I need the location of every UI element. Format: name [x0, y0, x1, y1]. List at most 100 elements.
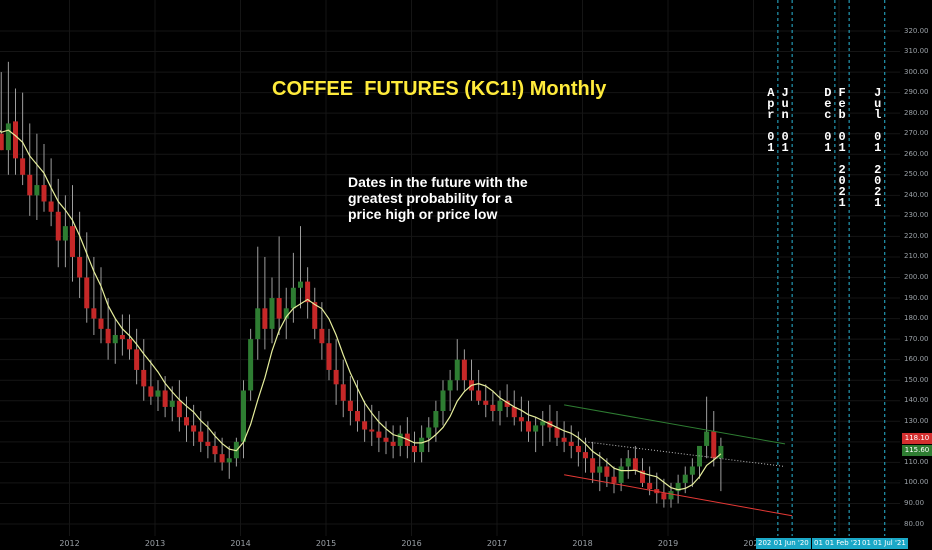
- x-tick-label: 2013: [144, 539, 166, 548]
- candle-body: [675, 482, 681, 492]
- candle-body: [575, 445, 581, 453]
- candle-body: [0, 133, 4, 151]
- trendline-upper-channel: [564, 404, 786, 445]
- trendline-lower-channel: [564, 474, 793, 517]
- y-tick-label: 200.00: [904, 273, 929, 281]
- candle-body: [611, 476, 617, 483]
- candle-body: [518, 417, 524, 422]
- candle-body: [70, 226, 75, 257]
- y-tick-label: 100.00: [904, 478, 929, 487]
- y-tick-label: 250.00: [904, 170, 929, 179]
- candle-body: [169, 400, 175, 407]
- candle-body: [269, 298, 275, 329]
- candle-body: [540, 421, 546, 426]
- x-date-box-jun20: 202 01 Jun '20: [756, 538, 811, 549]
- candle-body: [682, 474, 688, 483]
- candle-body: [440, 390, 446, 412]
- y-tick-label: 80.00: [904, 519, 925, 528]
- y-tick-label: 220.00: [904, 231, 929, 240]
- candle-body: [219, 454, 225, 463]
- candle-body: [77, 256, 83, 278]
- candle-body: [718, 445, 724, 459]
- candle-body: [241, 390, 246, 442]
- x-tick-label: 2019: [657, 539, 679, 548]
- candle-body: [526, 421, 531, 432]
- note-line-2: greatest probability for a: [348, 190, 513, 206]
- y-tick-label: 230.00: [904, 211, 929, 220]
- y-tick-label: 270.00: [904, 129, 929, 138]
- candle-body: [554, 427, 560, 438]
- candle-body: [369, 429, 375, 432]
- candle-body: [205, 441, 211, 446]
- candle-body: [632, 458, 638, 471]
- y-tick-label: 190.00: [904, 293, 929, 302]
- candle-body: [262, 308, 268, 329]
- candle-body: [340, 384, 346, 401]
- candle-body: [191, 425, 197, 432]
- candle-body: [661, 493, 667, 500]
- candle-body: [162, 390, 168, 407]
- candle-body: [625, 458, 631, 467]
- candle-body: [376, 431, 382, 438]
- candle-body: [461, 359, 467, 381]
- candle-body: [704, 431, 710, 446]
- candle-body: [34, 185, 40, 196]
- candle-body: [390, 441, 396, 446]
- candle-body: [226, 458, 232, 463]
- candle-body: [397, 433, 403, 446]
- x-tick-label: 2014: [230, 539, 251, 548]
- candle-body: [604, 466, 610, 477]
- candle-body: [305, 281, 311, 303]
- chart-title: COFFEE FUTURES (KC1!) Monthly: [272, 78, 607, 100]
- note-line-3: price high or price low: [348, 206, 498, 222]
- note-line-1: Dates in the future with the: [348, 174, 528, 190]
- candle-body: [91, 308, 97, 319]
- candle-body: [255, 308, 261, 340]
- y-tick-label: 240.00: [904, 190, 929, 199]
- candle-body: [155, 390, 161, 397]
- candle-body: [312, 302, 318, 329]
- candle-body: [568, 441, 574, 446]
- candle-body: [319, 328, 325, 344]
- x-date-box-feb21: 01 01 Feb '21: [812, 538, 864, 549]
- candle-body: [248, 339, 254, 391]
- y-tick-label: 210.00: [904, 252, 929, 261]
- candle-body: [412, 445, 417, 453]
- candle-body: [20, 158, 26, 175]
- candle-body: [533, 425, 539, 432]
- candle-body: [426, 427, 432, 438]
- candle-body: [141, 369, 147, 387]
- candle-body: [333, 369, 339, 385]
- candle-body: [212, 445, 218, 455]
- candle-body: [148, 386, 154, 397]
- candle-body: [98, 318, 104, 329]
- y-tick-label: 130.00: [904, 416, 929, 425]
- candle-body: [184, 417, 189, 426]
- candle-body: [561, 437, 567, 442]
- candle-body: [105, 328, 111, 344]
- candle-body: [668, 491, 674, 500]
- y-tick-label: 160.00: [904, 355, 929, 364]
- candle-body: [176, 400, 182, 418]
- x-date-box-partial: 202: [758, 539, 772, 547]
- x-tick-label: 2015: [315, 539, 337, 548]
- candle-body: [711, 431, 717, 459]
- candle-body: [112, 335, 118, 344]
- candle-body: [504, 400, 510, 407]
- candle-body: [62, 226, 68, 241]
- candle-body: [490, 404, 496, 412]
- candle-body: [347, 400, 353, 412]
- candle-body: [447, 380, 453, 391]
- candle-body: [276, 298, 282, 319]
- candle-body: [647, 482, 653, 490]
- candle-body: [55, 211, 61, 241]
- candle-body: [355, 411, 360, 422]
- candle-body: [383, 437, 389, 442]
- candle-body: [640, 470, 645, 483]
- y-tick-label: 90.00: [904, 498, 925, 507]
- y-tick-label: 170.00: [904, 334, 929, 343]
- candle-body: [326, 343, 332, 370]
